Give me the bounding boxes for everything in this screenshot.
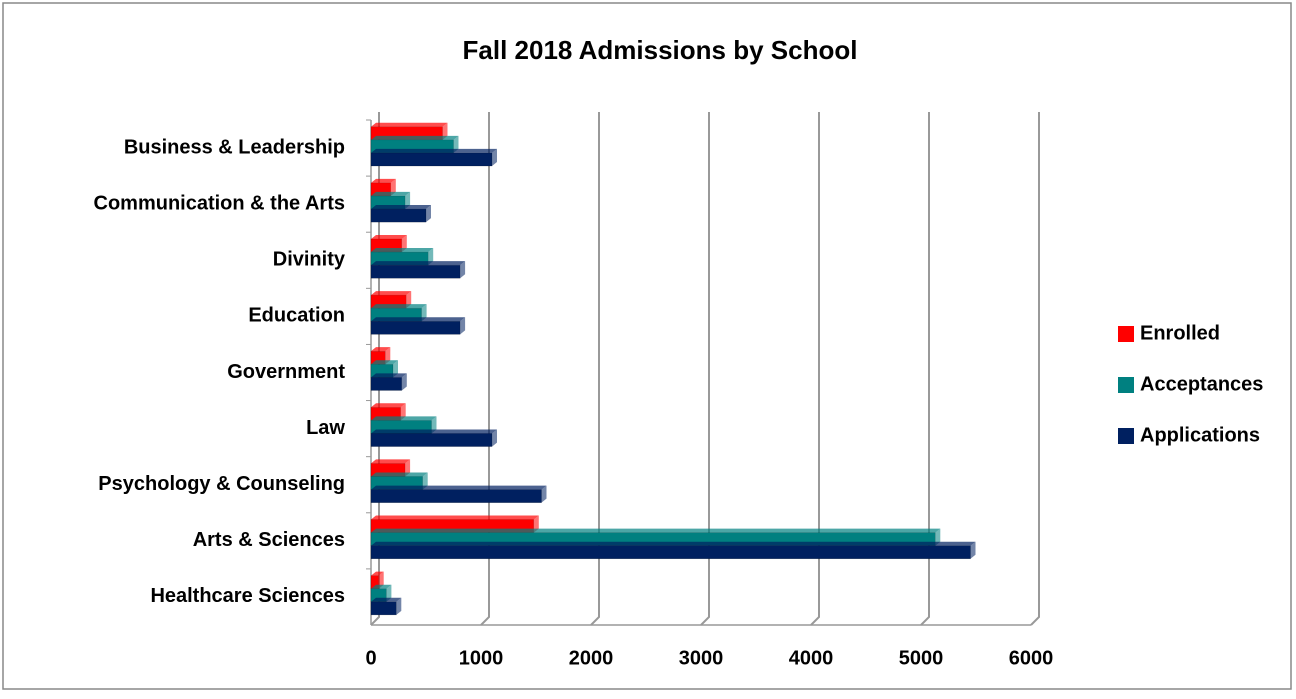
bar-top — [371, 528, 941, 533]
bar-side — [970, 541, 976, 559]
bar-top — [371, 584, 392, 589]
y-tick-label: Divinity — [273, 249, 346, 271]
grid-line — [700, 112, 710, 626]
bar-top — [371, 148, 497, 153]
bar-side — [541, 485, 547, 503]
bar-top — [371, 597, 402, 602]
bar-top — [371, 360, 398, 365]
bar-side — [405, 191, 411, 210]
bar-side — [385, 347, 391, 365]
legend-label: Enrolled — [1140, 322, 1220, 344]
legend-swatch — [1118, 377, 1134, 393]
bar-top — [371, 205, 431, 210]
bar-side — [421, 304, 427, 322]
bar-top — [371, 429, 497, 434]
grid-line — [590, 112, 600, 626]
bar-top — [371, 191, 411, 196]
y-tick-label: Healthcare Sciences — [150, 585, 345, 607]
bar — [370, 321, 461, 335]
bar-top — [371, 416, 437, 421]
y-tick-label: Education — [248, 305, 345, 327]
bar-top — [371, 373, 407, 378]
bar — [370, 433, 493, 447]
bar-side — [378, 571, 384, 589]
bar — [370, 208, 427, 223]
bar-side — [405, 459, 411, 477]
bar-top — [371, 347, 391, 352]
bar-top — [371, 234, 407, 239]
bar-top — [371, 304, 427, 309]
x-tick-label: 3000 — [679, 647, 724, 669]
bar-side — [460, 317, 466, 335]
bar-side — [422, 472, 428, 490]
bar-top — [371, 178, 396, 183]
bar-side — [460, 261, 466, 279]
bar-top — [371, 122, 448, 127]
legend-swatch — [1118, 428, 1134, 444]
bar-side — [406, 291, 412, 309]
grid-line — [370, 112, 380, 626]
bar-top — [371, 261, 466, 266]
bar-top — [371, 515, 539, 520]
bar-side — [393, 360, 398, 378]
grid-line — [920, 112, 930, 626]
x-tick-label: 5000 — [899, 647, 944, 669]
bar-top — [371, 485, 547, 490]
bar-side — [935, 528, 941, 546]
x-tick-label: 6000 — [1009, 647, 1054, 669]
bar — [370, 601, 397, 616]
bar-side — [431, 416, 437, 434]
bar-side — [401, 234, 407, 253]
bar-top — [371, 403, 406, 408]
bar-top — [371, 248, 434, 253]
x-tick-label: 0 — [365, 647, 376, 669]
bar-top — [371, 541, 976, 546]
bar-side — [533, 515, 539, 533]
y-tick-label: Business & Leadership — [124, 136, 345, 158]
bar-side — [396, 597, 402, 615]
bar-top — [371, 571, 384, 576]
y-tick-label: Government — [227, 361, 345, 383]
bar-side — [401, 373, 407, 391]
bar-side — [492, 148, 497, 167]
bar-side — [492, 429, 497, 447]
bar-side — [390, 178, 396, 196]
x-tick-label: 4000 — [789, 647, 834, 669]
bar-top — [371, 135, 459, 140]
bar-side — [453, 135, 459, 153]
y-tick-label: Arts & Sciences — [193, 529, 345, 551]
legend-swatch — [1118, 326, 1134, 342]
x-tick-label: 2000 — [569, 647, 614, 669]
bar-top — [371, 459, 411, 464]
bar — [370, 489, 542, 503]
grid-line — [1030, 112, 1040, 626]
legend-label: Applications — [1140, 424, 1260, 446]
y-tick-label: Law — [306, 417, 345, 439]
bar-top — [371, 317, 466, 322]
x-tick-label: 1000 — [459, 647, 504, 669]
bar-side — [386, 584, 392, 602]
bar — [370, 545, 971, 560]
chart-title: Fall 2018 Admissions by School — [463, 35, 858, 65]
y-tick-label: Communication & the Arts — [94, 192, 346, 214]
bar-top — [371, 291, 412, 296]
bar-side — [428, 248, 434, 266]
bar — [370, 152, 493, 167]
legend-label: Acceptances — [1140, 373, 1263, 395]
bar — [370, 264, 461, 279]
grid-line — [810, 112, 820, 626]
bar — [370, 377, 403, 391]
chart-border — [2, 2, 1292, 690]
bar-side — [426, 205, 431, 223]
y-tick-label: Psychology & Counseling — [98, 473, 345, 495]
grid-line — [480, 112, 490, 626]
bar-side — [400, 403, 406, 421]
bar-top — [371, 472, 428, 477]
bar-side — [442, 122, 448, 140]
